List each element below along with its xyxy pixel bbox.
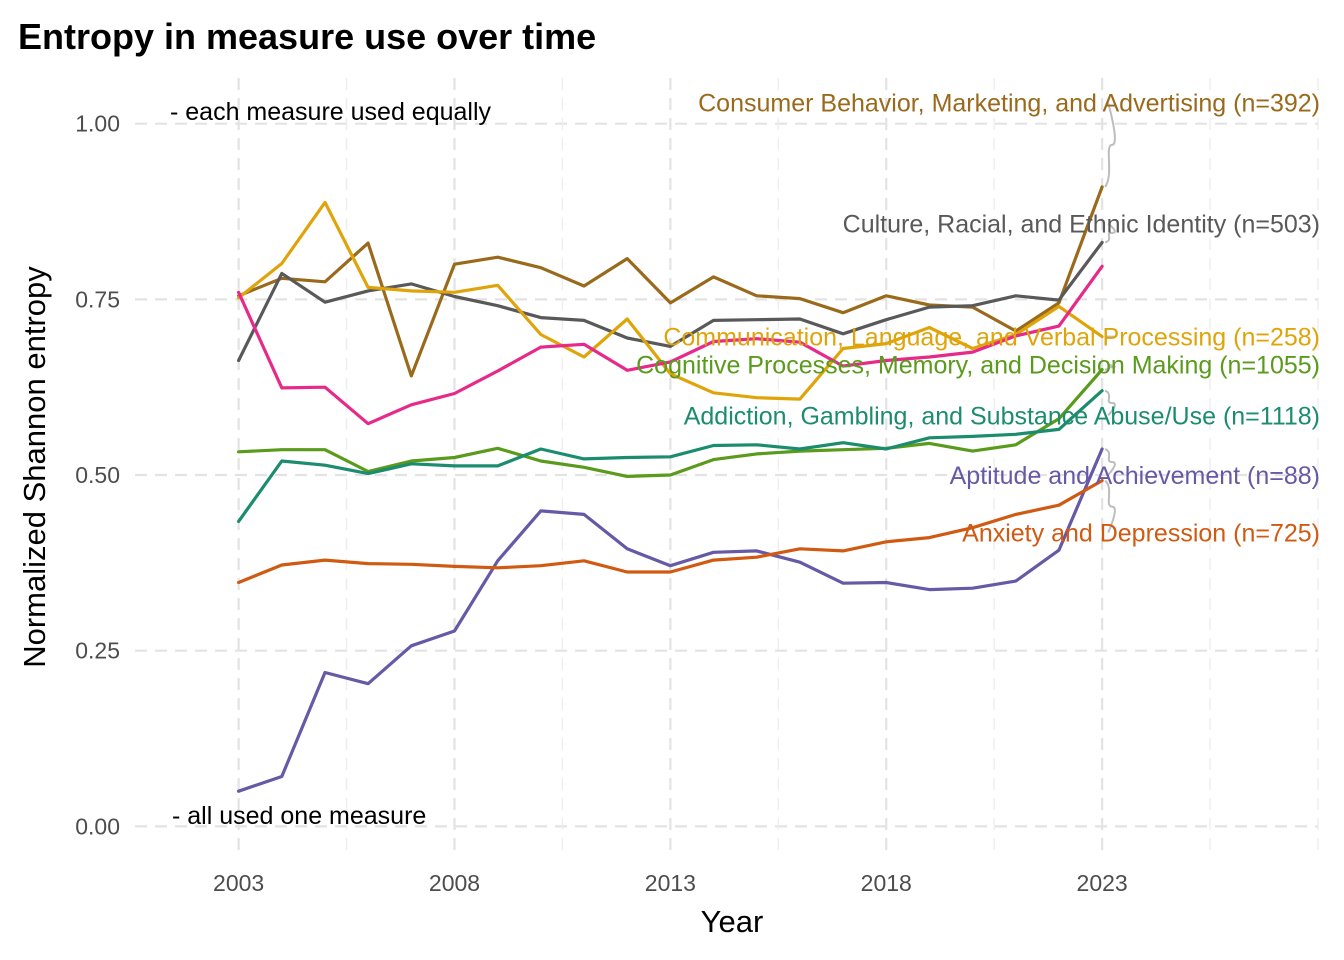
label-connector-4 — [1104, 389, 1116, 416]
label-connector-0 — [1104, 102, 1116, 188]
series-label-1: Culture, Racial, and Ethnic Identity (n=… — [843, 210, 1320, 238]
x-tick-label: 2023 — [1077, 870, 1128, 896]
series-line-3 — [237, 368, 1104, 478]
series-label-5: Aptitude and Achievement (n=88) — [950, 462, 1320, 490]
label-connector-1 — [1104, 222, 1116, 244]
y-axis-ticks: 0.00 0.25 0.50 0.75 1.00 — [75, 111, 120, 840]
x-tick-label: 2008 — [429, 870, 480, 896]
x-axis-ticks: 2003 2008 2013 2018 2023 — [213, 870, 1128, 896]
label-connectors — [1104, 102, 1116, 534]
label-connector-5 — [1104, 448, 1116, 476]
annotation-each-measure-used-equally: - each measure used equally — [170, 98, 492, 126]
series-line-6 — [237, 479, 1104, 585]
chart-title: Entropy in measure use over time — [18, 16, 596, 57]
series-label-6: Anxiety and Depression (n=725) — [962, 520, 1320, 548]
y-tick-label: 0.25 — [75, 638, 120, 664]
series-label-4: Addiction, Gambling, and Substance Abuse… — [684, 402, 1320, 430]
series-lines — [237, 185, 1104, 793]
x-tick-label: 2013 — [645, 870, 696, 896]
y-tick-label: 0.00 — [75, 813, 120, 839]
annotation-all-used-one-measure: - all used one measure — [172, 802, 426, 830]
series-label-0: Consumer Behavior, Marketing, and Advert… — [698, 90, 1320, 118]
series-label-2: Communication, Language, and Verbal Proc… — [663, 324, 1320, 352]
y-axis-title: Normalized Shannon entropy — [17, 266, 52, 668]
label-connector-6 — [1104, 479, 1116, 534]
y-tick-label: 0.50 — [75, 462, 120, 488]
x-axis-title: Year — [701, 904, 764, 939]
series-line-2 — [237, 200, 1104, 401]
series-line-4 — [237, 389, 1104, 524]
y-tick-label: 1.00 — [75, 111, 120, 137]
gridlines — [135, 78, 1319, 858]
series-labels: Consumer Behavior, Marketing, and Advert… — [636, 90, 1320, 548]
x-tick-label: 2018 — [861, 870, 912, 896]
series-line-5 — [237, 447, 1104, 793]
x-tick-label: 2003 — [213, 870, 264, 896]
series-label-3: Cognitive Processes, Memory, and Decisio… — [636, 352, 1320, 380]
series-line-7 — [237, 264, 1104, 426]
y-tick-label: 0.75 — [75, 286, 120, 312]
label-connector-3 — [1105, 363, 1116, 371]
